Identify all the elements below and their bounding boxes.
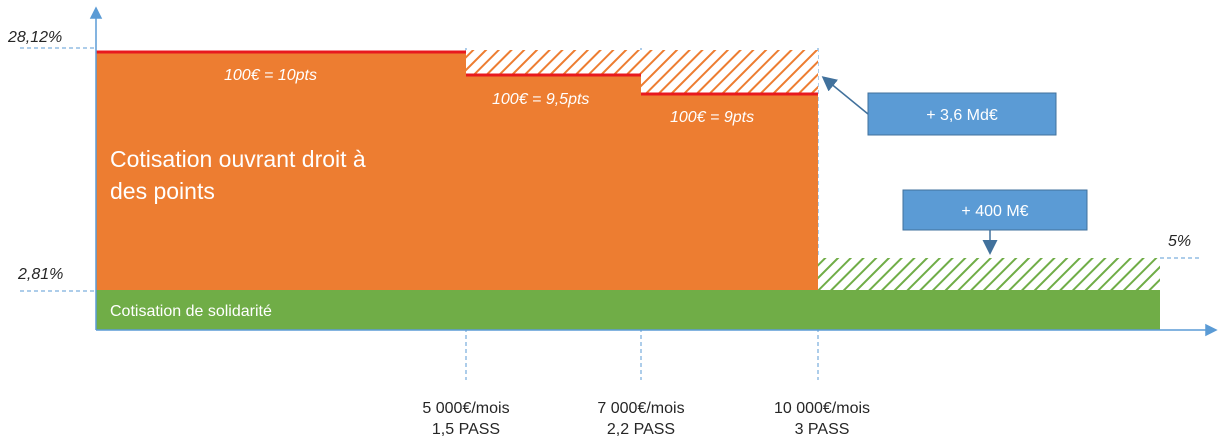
threshold-2-pass: 2,2 PASS: [607, 421, 675, 438]
base-rate-label: 2,81%: [17, 266, 63, 283]
threshold-2-amount: 7 000€/mois: [597, 400, 684, 417]
tier-1-label: 100€ = 10pts: [224, 67, 317, 84]
y-axis-arrow: [89, 6, 103, 19]
callout-high-text: + 3,6 Md€: [926, 107, 998, 124]
callout-low-text: + 400 M€: [961, 203, 1028, 220]
points-contribution-area: [96, 52, 818, 291]
threshold-1-amount: 5 000€/mois: [422, 400, 509, 417]
tier-2-label: 100€ = 9,5pts: [492, 91, 589, 108]
tier-lines: [96, 50, 818, 96]
threshold-3-amount: 10 000€/mois: [774, 400, 870, 417]
main-label-line-1: Cotisation ouvrant droit à: [110, 146, 366, 172]
x-axis-arrow: [1205, 323, 1218, 337]
right-rate-label: 5%: [1168, 233, 1191, 250]
threshold-1-pass: 1,5 PASS: [432, 421, 500, 438]
solidarity-label: Cotisation de solidarité: [110, 303, 272, 320]
main-label-line-2: des points: [110, 178, 215, 204]
callout-high-box: [867, 92, 1057, 136]
top-rate-label: 28,12%: [7, 29, 62, 46]
callout-high-arrow: [821, 76, 869, 115]
green-hatched-gain: [818, 258, 1160, 290]
tier-3-label: 100€ = 9pts: [670, 109, 754, 126]
axes: [89, 6, 1218, 337]
threshold-3-pass: 3 PASS: [795, 421, 850, 438]
solidarity-band: [96, 290, 1160, 330]
callout-low-box: [902, 189, 1088, 231]
